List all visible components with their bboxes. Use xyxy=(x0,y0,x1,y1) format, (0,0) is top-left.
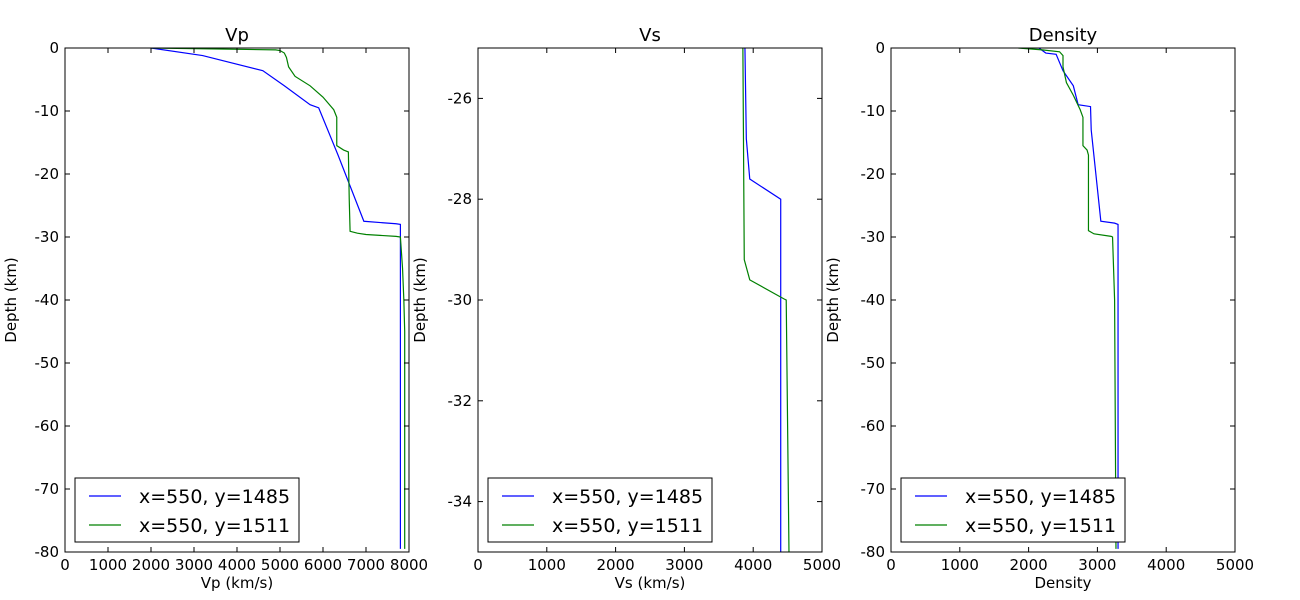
y-tick-label: -10 xyxy=(861,102,886,120)
y-tick-label: -10 xyxy=(35,102,60,120)
x-tick-label: 3000 xyxy=(175,556,213,574)
y-tick-label: -40 xyxy=(861,291,886,309)
y-tick-label: -20 xyxy=(861,165,886,183)
x-tick-label: 4000 xyxy=(734,556,772,574)
x-tick-label: 0 xyxy=(60,556,70,574)
y-tick-label: 0 xyxy=(875,39,885,57)
y-tick-label: -20 xyxy=(35,165,60,183)
y-axis-label: Depth (km) xyxy=(411,257,429,342)
y-tick-label: -70 xyxy=(35,480,60,498)
legend: x=550, y=1485 x=550, y=1511 xyxy=(487,477,713,543)
legend-box xyxy=(74,477,300,543)
legend: x=550, y=1485 x=550, y=1511 xyxy=(900,477,1126,543)
y-tick-label: -70 xyxy=(861,480,886,498)
series-line-2 xyxy=(742,48,790,552)
x-tick-label: 1000 xyxy=(528,556,566,574)
x-tick-label: 4000 xyxy=(218,556,256,574)
x-tick-label: 0 xyxy=(473,556,483,574)
panel-0: 0 1000 2000 3000 4000 5000 6000 7000 8000 0 -10 -20… xyxy=(2,25,428,592)
x-tick-label: 4000 xyxy=(1147,556,1185,574)
series-line-2 xyxy=(1018,48,1117,549)
chart-title: Vs xyxy=(639,25,661,46)
y-tick-label: -80 xyxy=(861,543,886,561)
x-tick-label: 2000 xyxy=(132,556,170,574)
y-tick-label: -34 xyxy=(448,493,473,511)
x-tick-label: 0 xyxy=(886,556,896,574)
y-tick-label: -26 xyxy=(448,89,473,107)
series-line-1 xyxy=(744,48,782,552)
x-tick-label: 6000 xyxy=(304,556,342,574)
x-tick-label: 2000 xyxy=(597,556,635,574)
chart-title: Vp xyxy=(225,25,249,46)
legend-label-1: x=550, y=1485 xyxy=(552,486,703,508)
series-line-2 xyxy=(150,48,406,549)
panel-2: 0 1000 2000 3000 4000 5000 0 -10 -20 -30 -40 -50 -60… xyxy=(824,25,1254,592)
y-tick-label: -40 xyxy=(35,291,60,309)
y-tick-label: -50 xyxy=(861,354,886,372)
x-tick-label: 7000 xyxy=(347,556,385,574)
y-tick-label: -50 xyxy=(35,354,60,372)
legend-label-1: x=550, y=1485 xyxy=(965,486,1116,508)
legend-label-2: x=550, y=1511 xyxy=(552,515,703,537)
legend: x=550, y=1485 x=550, y=1511 xyxy=(74,477,300,543)
legend-label-1: x=550, y=1485 xyxy=(139,486,290,508)
y-tick-label: -28 xyxy=(448,190,473,208)
x-tick-label: 5000 xyxy=(1216,556,1254,574)
y-tick-label: -60 xyxy=(35,417,60,435)
y-tick-label: -30 xyxy=(861,228,886,246)
legend-label-2: x=550, y=1511 xyxy=(139,515,290,537)
x-tick-label: 2000 xyxy=(1010,556,1048,574)
y-tick-label: -80 xyxy=(35,543,60,561)
y-axis-label: Depth (km) xyxy=(2,257,20,342)
x-tick-label: 8000 xyxy=(390,556,428,574)
series-line-1 xyxy=(150,48,401,549)
y-tick-label: -30 xyxy=(35,228,60,246)
legend-box xyxy=(900,477,1126,543)
x-tick-label: 5000 xyxy=(261,556,299,574)
legend-box xyxy=(487,477,713,543)
x-tick-label: 3000 xyxy=(1078,556,1116,574)
x-tick-label: 3000 xyxy=(665,556,703,574)
y-tick-label: -30 xyxy=(448,291,473,309)
x-axis-label: Density xyxy=(1034,574,1091,592)
panel-1: 0 1000 2000 3000 4000 5000 -26 -28 -30 -32 -34 Vs Vs… xyxy=(411,25,841,592)
y-tick-label: 0 xyxy=(49,39,59,57)
x-tick-label: 1000 xyxy=(941,556,979,574)
chart-title: Density xyxy=(1029,25,1098,46)
y-tick-label: -32 xyxy=(448,392,473,410)
legend-label-2: x=550, y=1511 xyxy=(965,515,1116,537)
x-axis-label: Vp (km/s) xyxy=(201,574,273,592)
x-tick-label: 5000 xyxy=(803,556,841,574)
y-axis-label: Depth (km) xyxy=(824,257,842,342)
x-axis-label: Vs (km/s) xyxy=(615,574,686,592)
x-tick-label: 1000 xyxy=(89,556,127,574)
y-tick-label: -60 xyxy=(861,417,886,435)
